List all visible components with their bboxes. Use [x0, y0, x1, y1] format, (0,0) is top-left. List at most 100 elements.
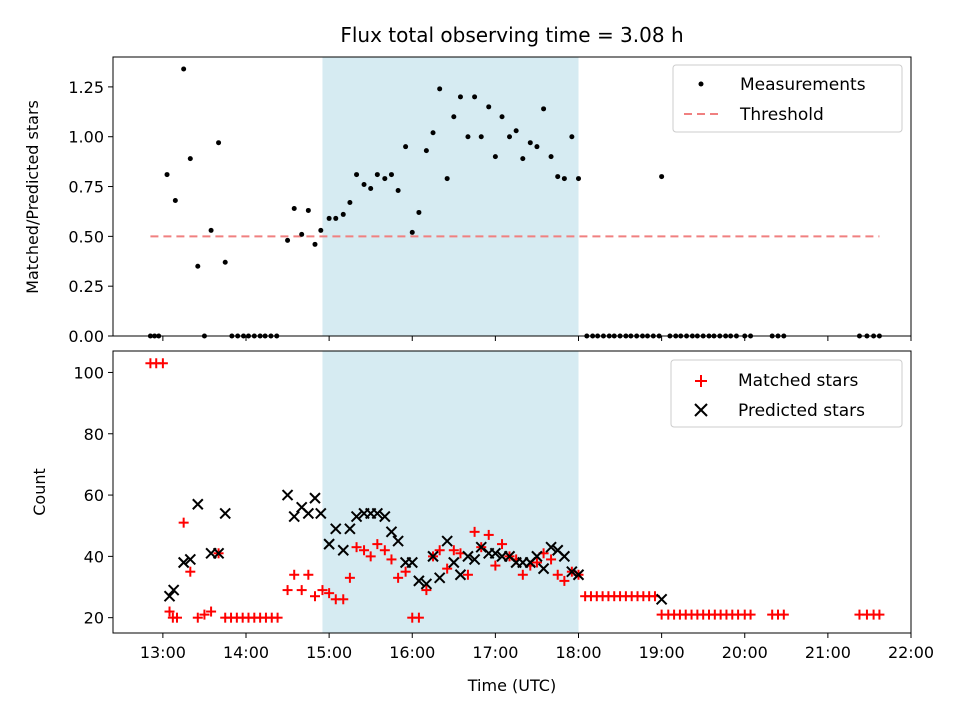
predicted-star-point — [212, 547, 225, 560]
measurement-point — [354, 172, 360, 178]
measurement-point — [430, 130, 436, 136]
x-axis-label: Time (UTC) — [467, 676, 556, 695]
predicted-star-point — [448, 556, 460, 569]
measurement-point — [187, 156, 193, 162]
predicted-star-point — [281, 489, 294, 501]
predicted-star-point — [537, 562, 550, 575]
y-tick-label: 80 — [84, 425, 104, 444]
predicted-star-point — [350, 510, 363, 523]
y-tick-label: 0.50 — [68, 227, 104, 246]
x-tick-label: 18:00 — [555, 643, 601, 662]
matched-star-point — [386, 554, 397, 565]
measurement-point — [291, 205, 297, 211]
matched-star-point — [490, 560, 501, 571]
predicted-star-point — [219, 507, 231, 520]
measurement-point — [576, 176, 581, 182]
legend-matched-label: Matched stars — [738, 371, 858, 391]
predicted-star-point — [433, 572, 446, 584]
predicted-star-point — [192, 498, 204, 510]
predicted-star-point — [566, 565, 578, 578]
top-axes-frame — [112, 56, 912, 337]
measurement-point — [195, 263, 201, 269]
measurement-point — [216, 140, 222, 146]
legend-threshold-label: Threshold — [739, 105, 824, 125]
measurement-point — [569, 134, 575, 140]
predicted-star-point — [468, 553, 481, 566]
predicted-star-point — [489, 547, 502, 560]
measurement-point — [492, 154, 498, 160]
measurement-point — [451, 114, 457, 120]
x-tick-label: 15:00 — [306, 643, 352, 662]
predicted-star-point — [427, 550, 439, 563]
matched-star-point — [434, 545, 445, 556]
x-tick-label: 13:00 — [140, 643, 186, 662]
y-tick-label: 1.00 — [68, 128, 104, 147]
measurement-point — [486, 104, 492, 110]
measurement-point — [181, 66, 187, 72]
matched-star-point — [359, 545, 370, 556]
predicted-star-point — [545, 541, 557, 553]
predicted-star-point — [655, 593, 668, 605]
matched-star-point — [206, 606, 217, 617]
matched-star-point — [157, 358, 168, 369]
measurement-point — [561, 176, 567, 182]
matched-star-point — [172, 612, 183, 623]
measurement-point — [312, 241, 318, 247]
measurement-point — [318, 227, 324, 233]
y-tick-label: 1.25 — [68, 78, 104, 97]
y-tick-label: 40 — [84, 547, 104, 566]
top-x-ticks — [162, 336, 912, 341]
measurement-point — [548, 154, 554, 160]
measurement-point — [395, 188, 401, 194]
measurement-point — [164, 172, 170, 178]
matched-star-point — [324, 588, 335, 599]
matched-star-point — [448, 545, 459, 556]
matched-star-point — [272, 612, 283, 623]
matched-stars-series — [145, 358, 885, 623]
legend-predicted-label: Predicted stars — [738, 401, 865, 421]
measurement-point — [403, 144, 409, 150]
predicted-star-point — [572, 569, 585, 581]
matched-star-point — [552, 569, 563, 580]
measurement-point — [305, 207, 311, 213]
predicted-star-point — [371, 507, 384, 520]
bottom-highlight-window — [322, 351, 579, 633]
measurement-point — [388, 172, 394, 178]
bottom-legend-frame — [670, 359, 903, 428]
x-tick-label: 22:00 — [888, 643, 934, 662]
predicted-star-point — [406, 556, 418, 569]
measurement-point — [368, 186, 374, 192]
top-legend-frame — [672, 64, 903, 133]
matched-star-point — [289, 569, 300, 580]
predicted-star-point — [288, 510, 300, 523]
matched-star-point — [778, 609, 789, 620]
top-y-axis: 0.00 0.25 0.50 0.75 1.00 1.25 — [68, 78, 113, 346]
measurement-point — [285, 237, 291, 243]
matched-star-point — [462, 569, 473, 580]
predicted-star-point — [531, 550, 543, 563]
x-tick-label: 21:00 — [805, 643, 851, 662]
y-tick-label: 0.25 — [68, 277, 104, 296]
predicted-star-point — [344, 523, 356, 535]
top-panel: 0.00 0.25 0.50 0.75 1.00 1.25 Matched/Predict… — [23, 56, 912, 346]
predicted-star-point — [420, 578, 433, 590]
measurement-point — [465, 134, 471, 140]
matched-star-point — [372, 539, 383, 550]
measurement-point — [507, 134, 513, 140]
predicted-star-point — [309, 492, 321, 504]
predicted-star-point — [413, 575, 425, 587]
legend-predicted-marker — [694, 403, 708, 417]
predicted-star-point — [454, 569, 467, 581]
matched-star-point — [400, 566, 411, 577]
y-tick-label: 100 — [73, 363, 104, 382]
measurement-point — [361, 182, 367, 188]
chart-title: Flux total observing time = 3.08 h — [340, 23, 683, 47]
bottom-x-axis: 13:00 14:00 15:00 16:00 17:00 18:00 19:00 20:00… — [140, 633, 934, 662]
measurement-point — [299, 231, 305, 237]
matched-star-point — [199, 609, 210, 620]
measurement-point — [347, 199, 353, 205]
measurement-point — [172, 197, 178, 203]
y-tick-label: 60 — [84, 486, 104, 505]
predicted-star-point — [392, 535, 404, 547]
x-tick-label: 14:00 — [223, 643, 269, 662]
